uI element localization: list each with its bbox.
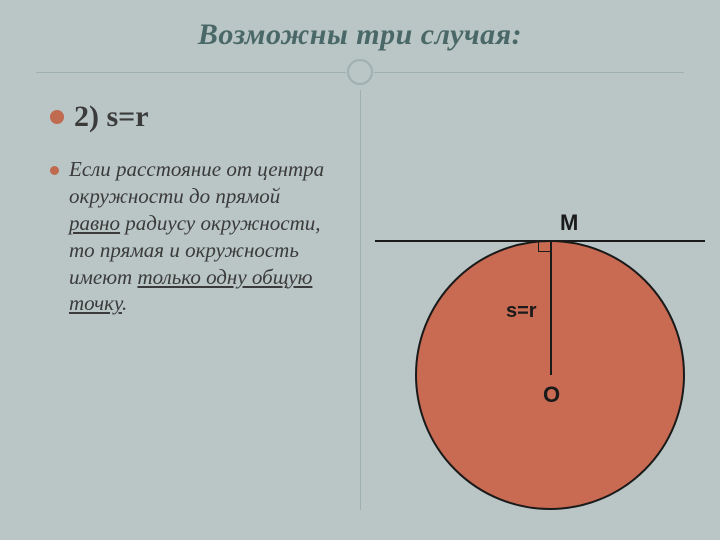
- case-paragraph: Если расстояние от центра окружности до …: [69, 156, 334, 317]
- slide: Возможны три случая: 2) s=r Если расстоя…: [0, 0, 720, 540]
- radius-line: [550, 240, 552, 375]
- case-heading: 2) s=r: [74, 100, 149, 134]
- para-pre: Если расстояние от центра окружности до …: [69, 157, 324, 208]
- para-post: .: [122, 291, 127, 315]
- paragraph-row: Если расстояние от центра окружности до …: [50, 156, 334, 317]
- diagram: M s=r O: [360, 100, 720, 540]
- right-column: M s=r O: [360, 100, 720, 540]
- label-o: O: [543, 382, 560, 408]
- heading-row: 2) s=r: [50, 100, 334, 134]
- content-area: 2) s=r Если расстояние от центра окружно…: [0, 100, 720, 540]
- para-underline-1: равно: [69, 211, 120, 235]
- label-sr: s=r: [506, 300, 537, 323]
- perpendicular-marker-icon: [538, 240, 550, 252]
- accent-line-right: [374, 72, 684, 73]
- bullet-icon: [50, 110, 64, 124]
- bullet-icon: [50, 166, 59, 175]
- slide-title: Возможны три случая:: [0, 0, 720, 62]
- label-m: M: [560, 210, 578, 236]
- accent-line-left: [36, 72, 346, 73]
- left-column: 2) s=r Если расстояние от центра окружно…: [0, 100, 360, 540]
- accent-circle-icon: [347, 59, 373, 85]
